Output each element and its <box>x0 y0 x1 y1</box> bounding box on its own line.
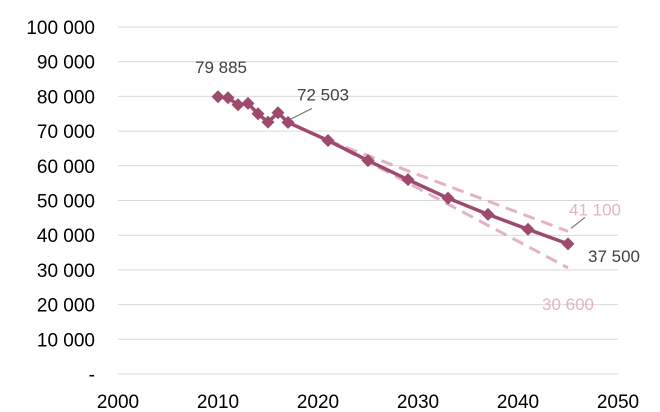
data-label: 72 503 <box>297 85 349 104</box>
y-tick-label: 20 000 <box>37 296 95 317</box>
annotations-layer: 79 885 72 503 41 100 37 500 30 600 <box>195 58 640 314</box>
y-tick-label: 30 000 <box>37 261 95 282</box>
data-label: 41 100 <box>569 200 621 219</box>
data-label: 30 600 <box>542 295 594 314</box>
y-tick-label: 10 000 <box>37 330 95 351</box>
x-tick-label: 2010 <box>197 392 239 412</box>
y-tick-label: 90 000 <box>37 53 95 74</box>
series-line-upper <box>327 139 569 233</box>
data-point-marker <box>231 98 245 112</box>
y-tick-label: 50 000 <box>37 192 95 213</box>
x-tick-label: 2030 <box>397 392 439 412</box>
gridlines <box>118 26 618 375</box>
y-tick-label: - <box>89 365 95 386</box>
data-point-marker <box>401 173 415 187</box>
data-label: 37 500 <box>588 247 640 266</box>
data-label: 79 885 <box>195 58 247 77</box>
data-point-marker <box>521 222 535 236</box>
x-tick-label: 2020 <box>297 392 339 412</box>
series-layer <box>211 90 575 270</box>
y-tick-label: 80 000 <box>37 87 95 108</box>
data-point-marker <box>251 107 265 121</box>
data-point-marker <box>271 106 285 120</box>
x-tick-label: 2050 <box>597 392 639 412</box>
y-tick-label: 60 000 <box>37 157 95 178</box>
x-axis-ticks: 2000 2010 2020 2030 2040 2050 <box>97 392 639 412</box>
annotation-leader-line <box>570 216 586 229</box>
data-point-marker <box>561 237 575 251</box>
y-tick-label: 40 000 <box>37 226 95 247</box>
y-tick-label: 100 000 <box>26 18 95 39</box>
y-tick-label: 70 000 <box>37 122 95 143</box>
data-point-marker <box>481 207 495 221</box>
data-point-marker <box>221 91 235 105</box>
x-tick-label: 2040 <box>497 392 539 412</box>
y-axis-ticks: - 10 000 20 000 30 000 40 000 50 000 60 000 70 … <box>26 18 95 386</box>
data-point-marker <box>361 154 375 168</box>
annotation-leader-line <box>289 107 313 120</box>
data-point-marker <box>441 191 455 205</box>
x-tick-label: 2000 <box>97 392 139 412</box>
data-point-marker <box>241 96 255 110</box>
data-point-marker <box>321 133 335 147</box>
data-point-marker <box>211 90 225 104</box>
data-point-marker <box>261 115 275 129</box>
